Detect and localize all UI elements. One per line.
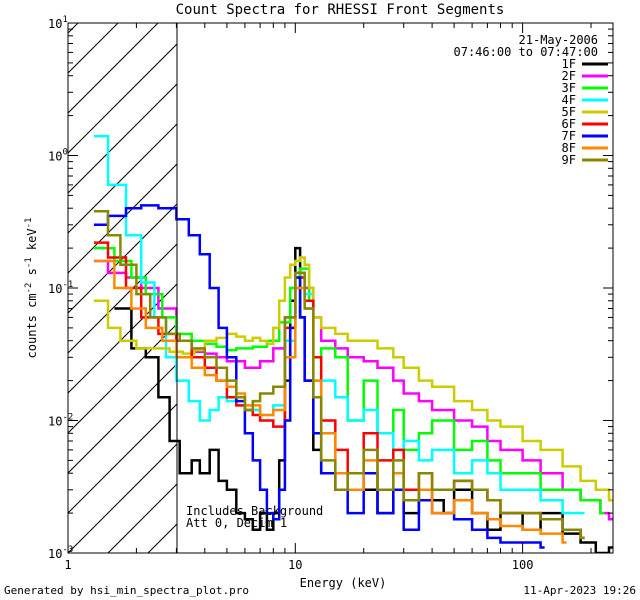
legend-label-9F: 9F [562, 153, 576, 167]
series-line-5F [93, 256, 613, 502]
legend-label-7F: 7F [562, 129, 576, 143]
time-range-label: 07:46:00 to 07:47:00 [454, 45, 599, 59]
hatch-line [68, 43, 177, 154]
hatch-line [68, 243, 177, 354]
legend-label-4F: 4F [562, 93, 576, 107]
legend-label-2F: 2F [562, 69, 576, 83]
x-axis-label: Energy (keV) [300, 576, 387, 590]
hatch-line [68, 283, 177, 394]
legend-label-6F: 6F [562, 117, 576, 131]
hatch-line [68, 323, 177, 434]
hatch-line [68, 23, 159, 114]
y-tick-label: 10-3 [48, 545, 73, 561]
y-axis-label: counts cm-2 s-1 keV-1 [24, 218, 39, 359]
legend-label-1F: 1F [562, 57, 576, 71]
hatch-line [68, 443, 177, 553]
series-line-9F [93, 209, 585, 540]
series-line-7F [93, 204, 545, 549]
legend-label-8F: 8F [562, 141, 576, 155]
series-line-4F [93, 134, 585, 515]
hatch-line [68, 23, 119, 74]
footer-timestamp: 11-Apr-2023 19:26 [523, 584, 636, 597]
hatch-line [0, 0, 108, 553]
hatch-line [68, 363, 177, 474]
y-tick-label: 10-1 [48, 280, 73, 296]
annotation-attenuator: Att 0, Decim 1 [186, 516, 287, 530]
x-tick-label: 1 [64, 558, 71, 572]
x-tick-label: 100 [512, 558, 534, 572]
date-label: 21-May-2006 [519, 33, 598, 47]
legend-label-3F: 3F [562, 81, 576, 95]
y-tick-label: 101 [48, 15, 68, 31]
hatched-region [0, 0, 177, 553]
hatch-line [68, 403, 177, 514]
axis-tick-labels: 1 10 100 101 100 10-1 10-2 10-3 [48, 15, 533, 572]
chart-title: Count Spectra for RHESSI Front Segments [176, 2, 505, 18]
footer-generated-by: Generated by hsi_min_spectra_plot.pro [4, 584, 249, 597]
x-tick-label: 10 [288, 558, 302, 572]
hatch-line [68, 203, 177, 314]
hatch-line [68, 163, 177, 274]
y-tick-label: 100 [48, 148, 68, 164]
series-group [93, 134, 613, 553]
y-tick-label: 10-2 [48, 413, 73, 429]
series-line-2F [93, 259, 613, 521]
annotation-background: Includes Background [186, 504, 323, 518]
hatch-line [68, 83, 177, 194]
hatch-line [107, 483, 177, 553]
legend-label-5F: 5F [562, 105, 576, 119]
axis-ticks [67, 22, 613, 554]
